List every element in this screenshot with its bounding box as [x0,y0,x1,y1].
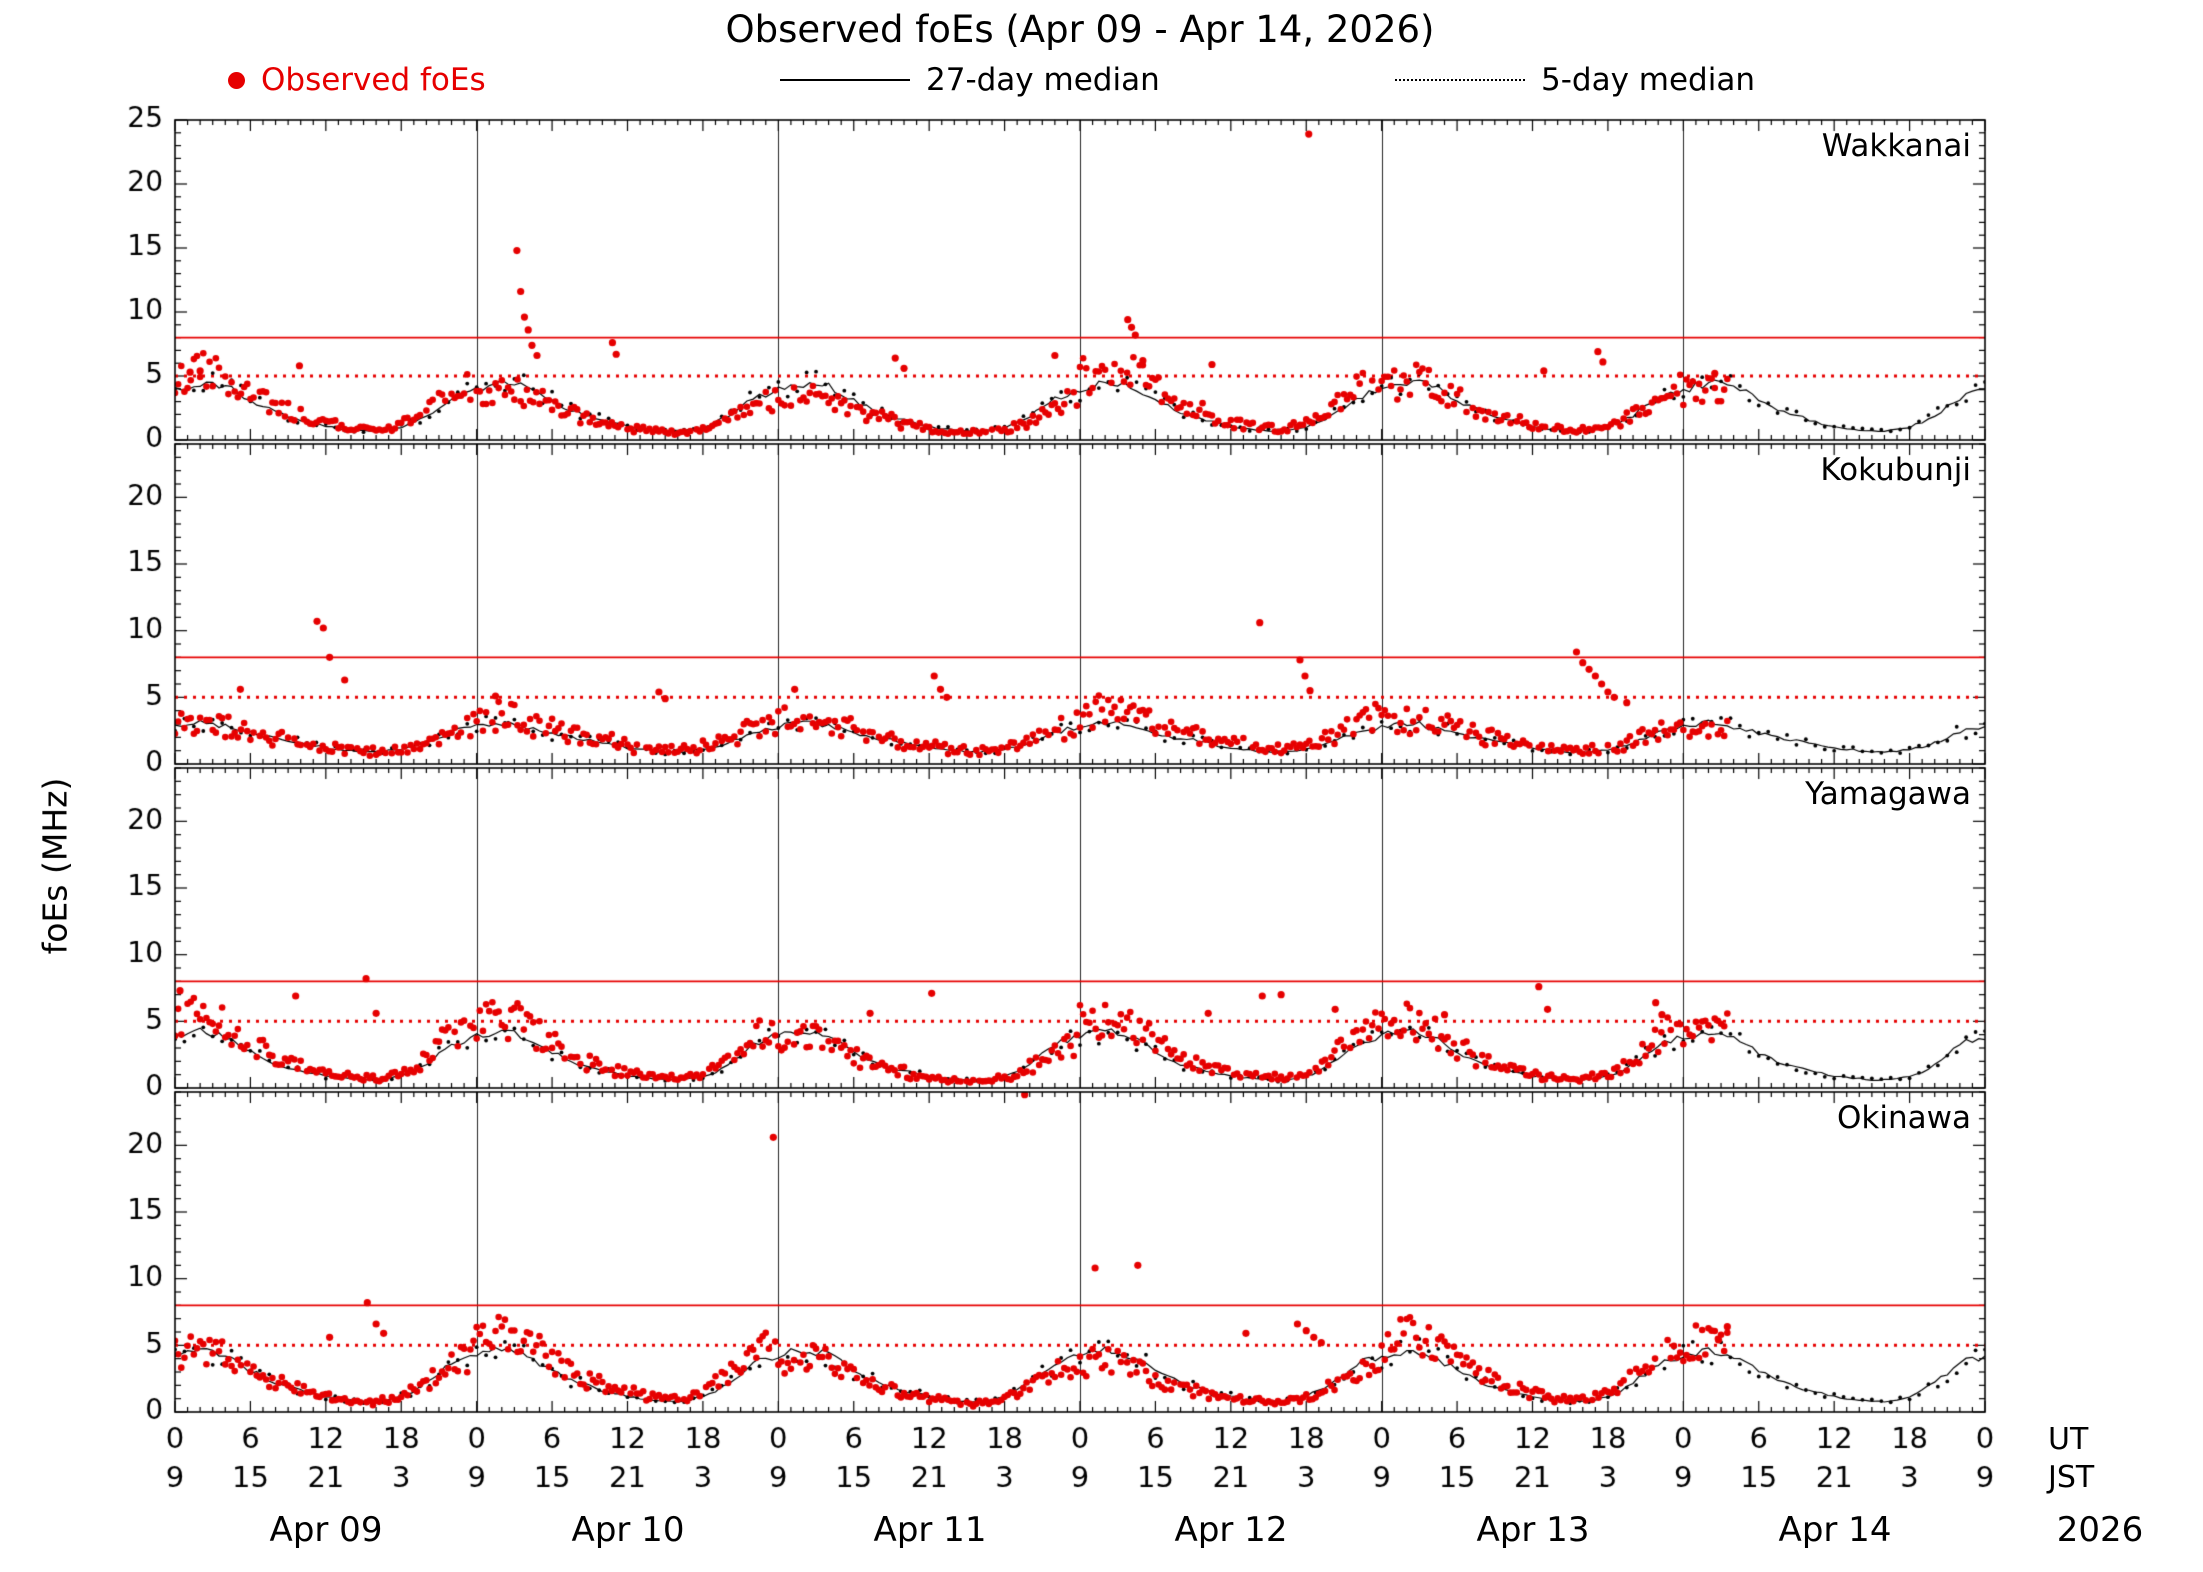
station-label-wakkanai: Wakkanai [1821,128,1971,164]
station-label-yamagawa: Yamagawa [1805,776,1971,812]
legend-27day-label: 27-day median [926,62,1160,98]
date-label-apr11: Apr 11 [873,1510,987,1550]
dotted-line-icon [1395,79,1525,81]
chart-title: Observed foEs (Apr 09 - Apr 14, 2026) [725,8,1435,51]
station-label-kokubunji: Kokubunji [1820,452,1971,488]
date-label-apr09: Apr 09 [269,1510,383,1550]
solid-line-icon [780,79,910,81]
date-label-apr10: Apr 10 [571,1510,685,1550]
ut-row-label: UT [2048,1422,2089,1457]
date-label-apr14: Apr 14 [1778,1510,1892,1550]
y-axis-label: foEs (MHz) [35,777,75,955]
legend-5day-label: 5-day median [1541,62,1755,98]
legend-5day-median: 5-day median [1395,62,1755,98]
observed-dot-icon [228,71,245,89]
year-label: 2026 [2056,1510,2144,1550]
station-label-okinawa: Okinawa [1837,1100,1971,1136]
legend-27day-median: 27-day median [780,62,1160,98]
jst-row-label: JST [2048,1460,2095,1495]
date-label-apr13: Apr 13 [1476,1510,1590,1550]
date-label-apr12: Apr 12 [1174,1510,1288,1550]
legend-observed: Observed foEs [228,62,486,98]
legend-observed-label: Observed foEs [261,62,486,98]
